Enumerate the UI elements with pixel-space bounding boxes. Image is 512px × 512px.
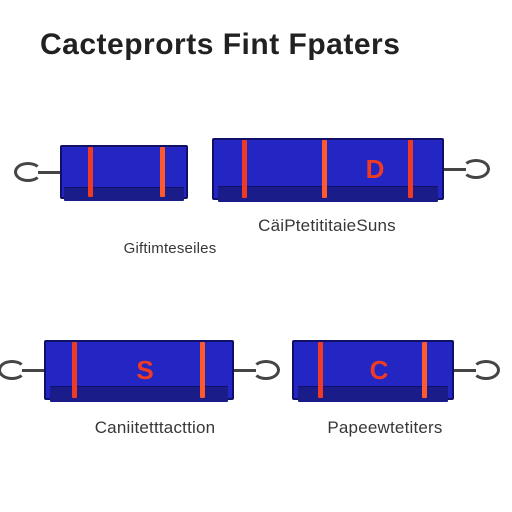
band-0 <box>242 140 247 198</box>
lead-left-loop <box>14 162 42 182</box>
band-1 <box>200 342 205 398</box>
component-shelf <box>64 187 184 201</box>
comp-top-right: D <box>212 138 444 200</box>
comp-bottom-left: S <box>44 340 234 400</box>
letter-s: S <box>130 355 160 386</box>
band-0 <box>318 342 323 398</box>
label-top-left-sub: Giftimteseiles <box>95 240 245 257</box>
comp-bottom-right: C <box>292 340 454 400</box>
lead-right-loop <box>472 360 500 380</box>
comp-top-left <box>60 145 188 199</box>
label-bottom-left: Caniitetttacttion <box>60 418 250 438</box>
band-0 <box>88 147 93 197</box>
band-1 <box>322 140 327 198</box>
lead-right-loop <box>462 159 490 179</box>
page-title: Cacteprorts Fint Fpaters <box>40 28 400 62</box>
band-1 <box>422 342 427 398</box>
letter-d: D <box>360 154 390 185</box>
band-2 <box>408 140 413 198</box>
band-0 <box>72 342 77 398</box>
label-bottom-right: Papeewtetiters <box>300 418 470 438</box>
label-top-right: CäiPtetititaieSuns <box>202 216 452 236</box>
lead-right-loop <box>252 360 280 380</box>
band-1 <box>160 147 165 197</box>
letter-c: C <box>364 355 394 386</box>
component-shelf <box>218 186 438 202</box>
lead-left-loop <box>0 360 26 380</box>
